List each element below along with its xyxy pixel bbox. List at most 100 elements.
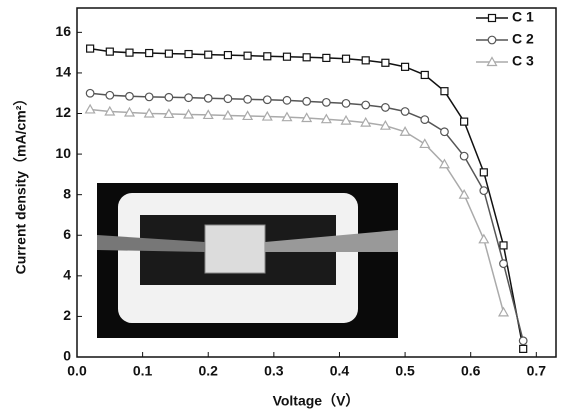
marker [202,109,214,120]
marker [282,52,292,61]
marker [143,107,155,118]
x-tick-label: 0.1 [133,363,153,379]
photo-clip [97,235,205,252]
marker [105,47,114,56]
photo-cell [204,224,266,274]
marker [261,110,273,121]
legend-item: C 1 [476,9,534,25]
inset-photo [97,183,398,338]
marker [184,93,193,103]
x-tick-label: 0.6 [461,363,481,379]
x-tick-label: 0.3 [264,363,284,379]
marker [144,92,154,102]
legend-item: C 2 [476,31,534,47]
marker [379,119,391,130]
marker [400,107,410,116]
marker [164,49,173,58]
marker [281,111,293,122]
marker [519,344,528,353]
marker [164,92,174,102]
marker [222,109,234,120]
y-tick-label: 8 [63,185,71,201]
marker [145,48,154,58]
y-axis-label: Current density（mA/cm²） [13,92,29,275]
marker [262,95,272,105]
marker [400,62,410,71]
y-tick-label: 12 [55,104,71,120]
marker [322,53,331,63]
marker [440,87,449,96]
marker [420,70,429,80]
y-tick-label: 16 [55,23,71,39]
marker [85,88,95,98]
marker [163,108,175,119]
marker [419,138,431,149]
marker [487,35,497,45]
marker [104,105,116,116]
marker [301,112,313,123]
marker [486,56,498,67]
series-line [90,108,505,313]
marker [438,158,450,169]
marker [263,52,272,61]
marker [459,151,469,161]
legend-label: C 2 [512,31,534,47]
x-tick-label: 0.2 [198,363,218,379]
marker [478,233,490,244]
marker [458,188,470,199]
plot-frame [76,7,557,358]
marker [204,50,213,59]
marker [399,126,411,136]
marker [381,58,390,67]
x-tick-label: 0.4 [330,363,350,379]
marker [183,108,195,119]
marker [223,50,233,60]
legend-label: C 1 [512,9,534,25]
marker [125,48,134,57]
marker [479,186,489,196]
marker [84,103,96,114]
y-tick-label: 4 [63,267,71,283]
marker [125,91,134,101]
marker [499,241,508,250]
marker [361,100,371,110]
marker [321,97,331,107]
marker [203,93,213,103]
x-tick-label: 0.7 [527,363,547,379]
marker [341,54,351,63]
marker [86,44,95,53]
y-tick-label: 10 [55,145,71,161]
marker [282,95,292,105]
marker [223,94,233,104]
y-tick-label: 14 [55,64,71,80]
y-tick-label: 6 [63,226,71,242]
marker [340,114,352,125]
marker [242,110,254,121]
y-tick-label: 2 [63,307,71,323]
marker [380,103,390,112]
marker [499,259,508,269]
marker [243,51,252,60]
marker [243,94,253,104]
photo-clip [265,230,398,252]
marker [341,98,351,108]
marker [123,106,136,117]
marker [105,90,115,100]
marker [361,56,370,65]
marker [487,13,497,23]
marker [420,115,430,124]
x-tick-label: 0.0 [67,363,87,379]
marker [302,96,312,106]
legend-item: C 3 [476,53,534,69]
x-axis-label: Voltage（V） [273,393,360,409]
marker [360,116,372,127]
marker [460,117,469,126]
x-tick-label: 0.5 [395,363,415,379]
marker [479,168,488,177]
legend-label: C 3 [512,53,534,69]
marker [440,127,449,137]
marker [518,336,528,346]
marker [320,113,332,124]
marker [497,306,510,317]
